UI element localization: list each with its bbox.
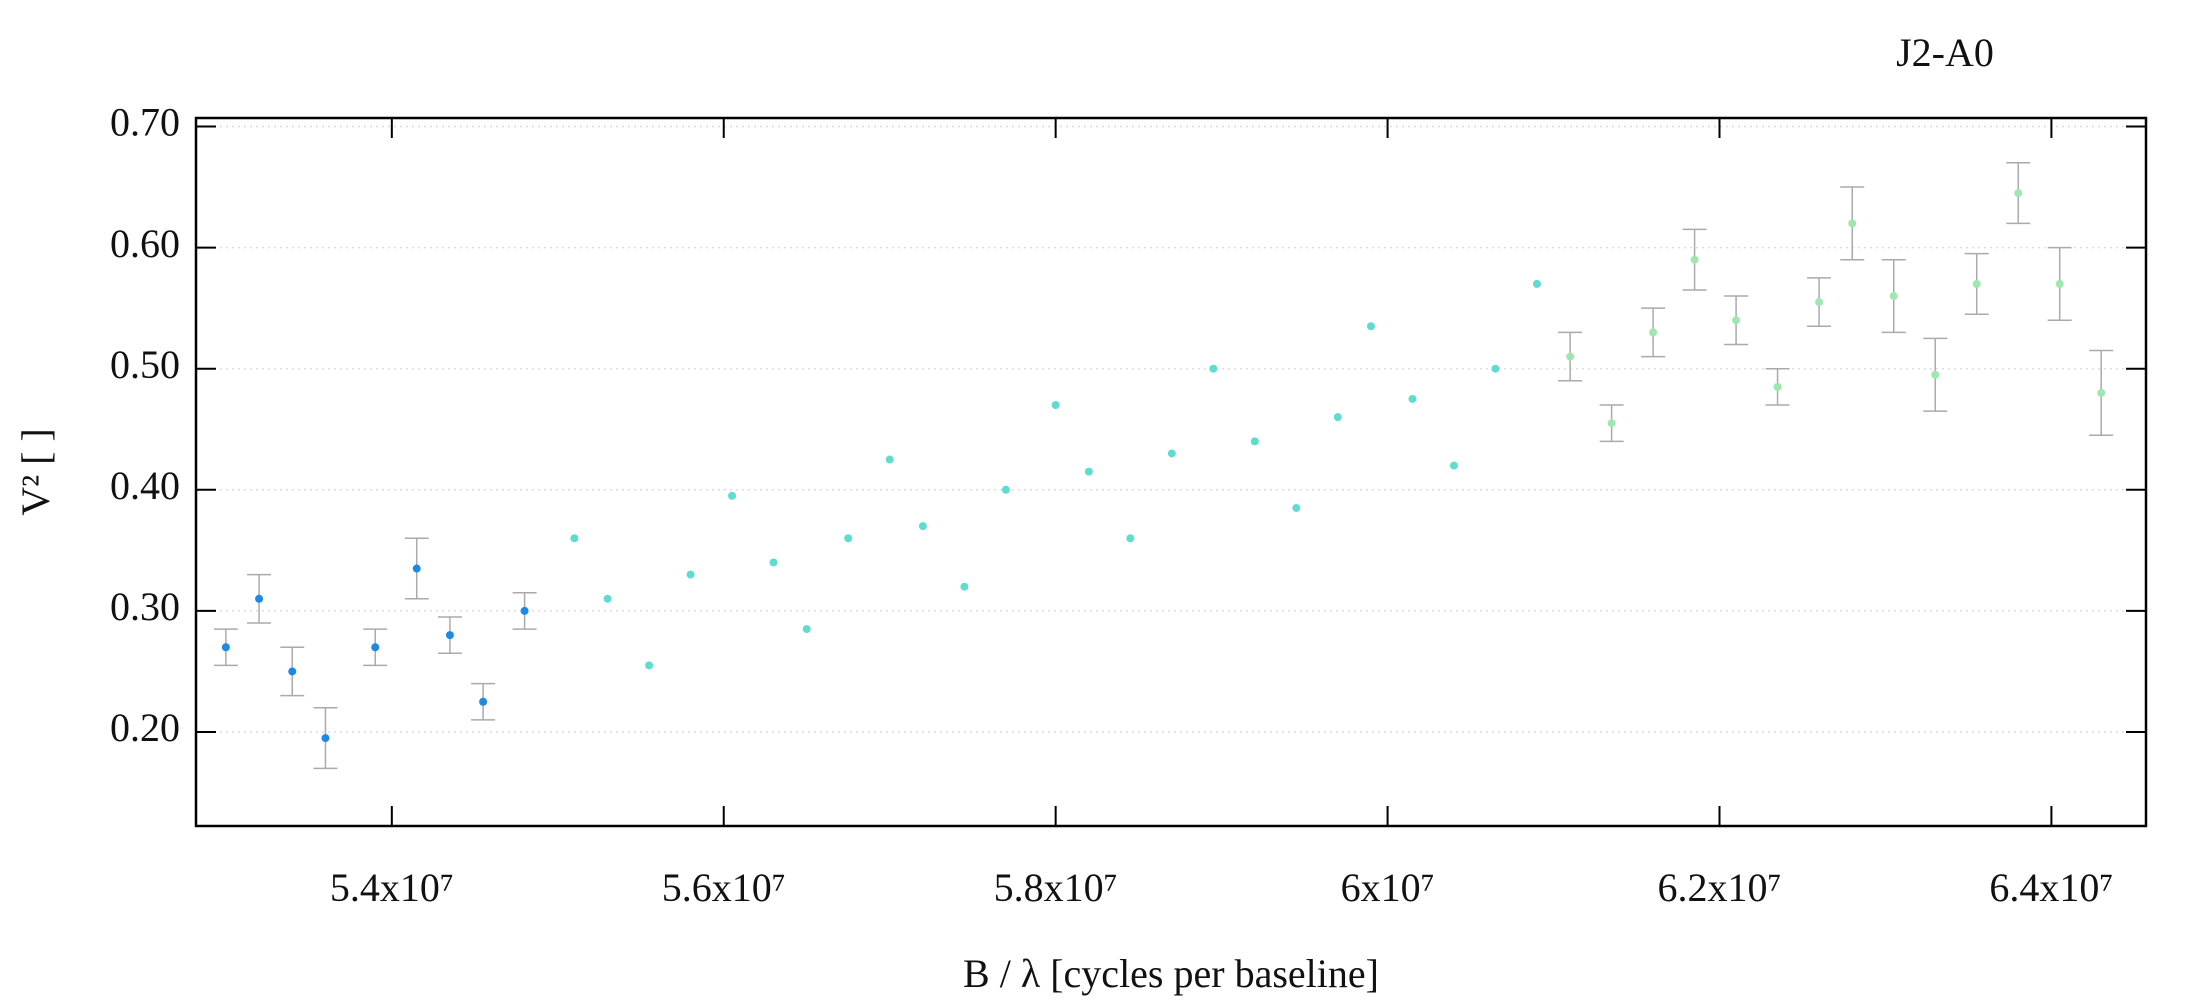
x-tick-label: 5.8x10⁷ bbox=[994, 865, 1118, 910]
data-point bbox=[1732, 316, 1741, 325]
data-point bbox=[1491, 364, 1500, 373]
data-point bbox=[2055, 279, 2064, 288]
data-point bbox=[960, 582, 969, 591]
data-point bbox=[686, 570, 695, 579]
y-tick-label: 0.60 bbox=[110, 221, 180, 266]
data-point bbox=[2097, 388, 2106, 397]
x-tick-label: 6.2x10⁷ bbox=[1658, 865, 1782, 910]
data-point bbox=[1931, 370, 1940, 379]
data-point bbox=[769, 558, 778, 567]
y-axis-label: V² [ ] bbox=[13, 428, 58, 516]
data-point bbox=[1292, 503, 1301, 512]
data-point bbox=[479, 697, 488, 706]
data-point bbox=[221, 643, 230, 652]
data-point bbox=[1209, 364, 1218, 373]
data-point bbox=[1848, 219, 1857, 228]
data-point bbox=[844, 534, 853, 543]
data-point bbox=[445, 631, 454, 640]
data-point bbox=[1408, 394, 1417, 403]
data-point bbox=[1773, 382, 1782, 391]
data-point bbox=[1126, 534, 1135, 543]
data-point bbox=[1566, 352, 1575, 361]
data-point bbox=[1449, 461, 1458, 470]
data-point bbox=[918, 522, 927, 531]
data-point bbox=[603, 594, 612, 603]
data-point bbox=[1167, 449, 1176, 458]
data-point bbox=[1366, 322, 1375, 331]
chart-title: J2-A0 bbox=[1896, 30, 1994, 75]
data-point bbox=[728, 491, 737, 500]
data-point bbox=[1815, 298, 1824, 307]
x-tick-label: 5.4x10⁷ bbox=[330, 865, 454, 910]
y-tick-label: 0.50 bbox=[110, 342, 180, 387]
data-point bbox=[802, 625, 811, 634]
data-point bbox=[321, 734, 330, 743]
x-tick-label: 6.4x10⁷ bbox=[1989, 865, 2113, 910]
x-tick-label: 6x10⁷ bbox=[1341, 865, 1435, 910]
data-point bbox=[412, 564, 421, 573]
data-point bbox=[570, 534, 579, 543]
data-point bbox=[885, 455, 894, 464]
y-tick-label: 0.30 bbox=[110, 584, 180, 629]
data-point bbox=[255, 594, 264, 603]
data-point bbox=[2014, 189, 2023, 198]
data-point bbox=[371, 643, 380, 652]
data-point bbox=[1051, 401, 1060, 410]
data-point bbox=[1333, 413, 1342, 422]
data-point bbox=[1084, 467, 1093, 476]
data-point bbox=[1250, 437, 1259, 446]
data-point bbox=[1690, 255, 1699, 264]
x-tick-label: 5.6x10⁷ bbox=[662, 865, 786, 910]
y-tick-label: 0.40 bbox=[110, 463, 180, 508]
data-point bbox=[520, 606, 529, 615]
y-tick-label: 0.20 bbox=[110, 705, 180, 750]
data-point bbox=[1001, 485, 1010, 494]
data-point bbox=[1607, 419, 1616, 428]
data-point bbox=[645, 661, 654, 670]
x-axis-label: B / λ [cycles per baseline] bbox=[963, 951, 1379, 996]
plot-frame bbox=[194, 116, 2148, 828]
y-tick-label: 0.70 bbox=[110, 100, 180, 145]
data-point bbox=[288, 667, 297, 676]
data-point bbox=[1532, 279, 1541, 288]
data-point bbox=[1889, 292, 1898, 301]
data-point bbox=[1972, 279, 1981, 288]
data-point bbox=[1649, 328, 1658, 337]
